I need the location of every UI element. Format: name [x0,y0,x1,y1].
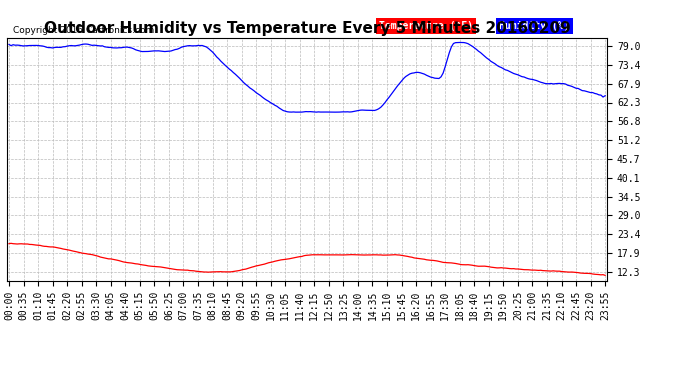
Text: Humidity (%): Humidity (%) [499,21,570,31]
Text: Copyright 2016 Cartronics.com: Copyright 2016 Cartronics.com [13,26,154,35]
Title: Outdoor Humidity vs Temperature Every 5 Minutes 20160209: Outdoor Humidity vs Temperature Every 5 … [43,21,571,36]
Text: Temperature (°F): Temperature (°F) [379,21,473,31]
